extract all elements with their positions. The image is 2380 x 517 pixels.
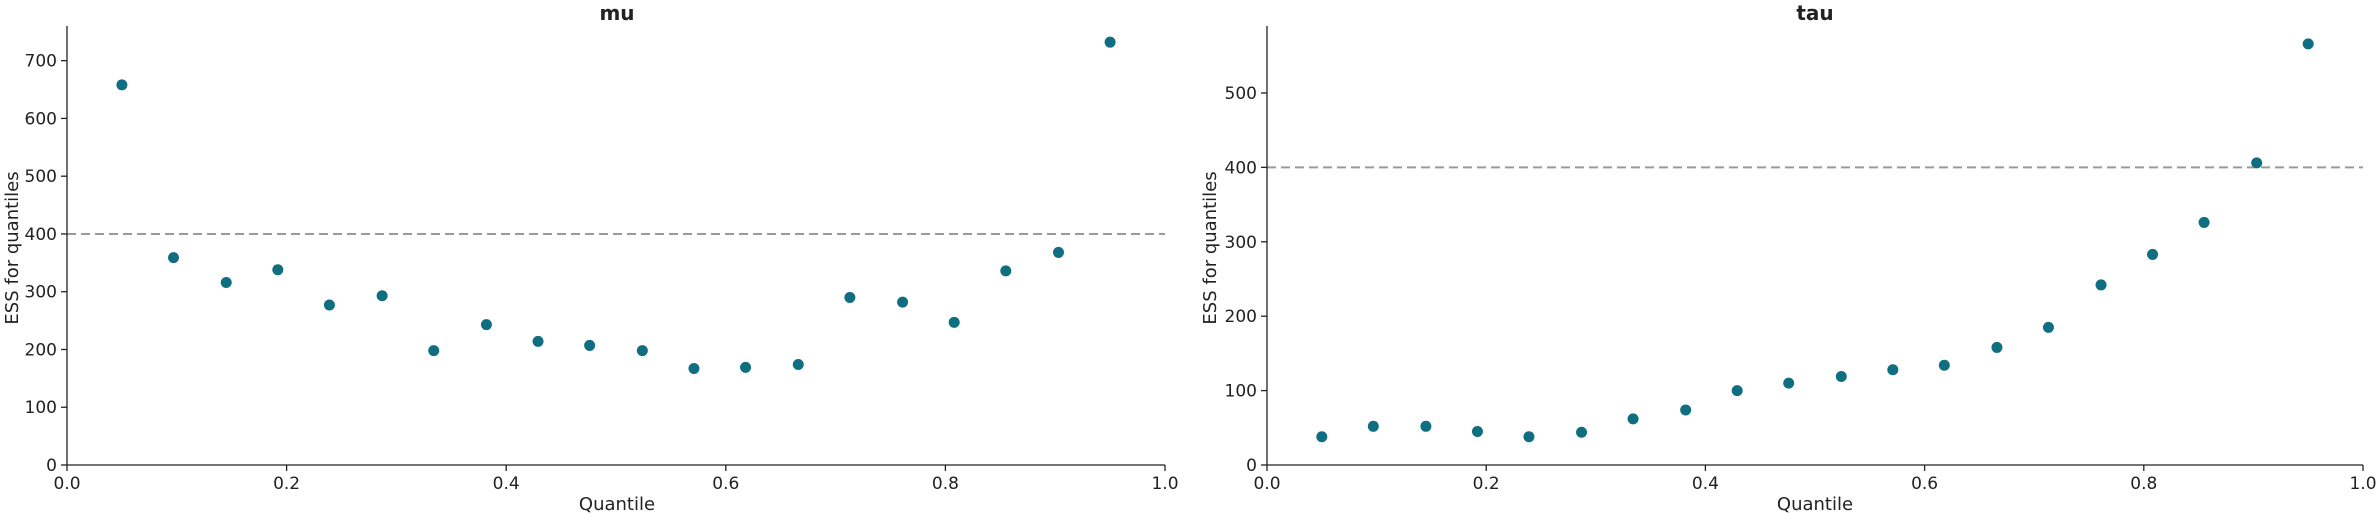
data-point bbox=[584, 339, 596, 351]
data-point bbox=[1052, 246, 1064, 258]
data-point bbox=[1680, 404, 1692, 416]
x-tick-label: 0.6 bbox=[1911, 474, 1938, 494]
data-point bbox=[2251, 157, 2263, 169]
data-point bbox=[1000, 265, 1012, 277]
y-tick-label: 400 bbox=[1225, 158, 1257, 178]
y-tick-label: 300 bbox=[25, 283, 57, 303]
chart-title: mu bbox=[599, 1, 634, 25]
data-point bbox=[897, 296, 909, 308]
x-axis-label: Quantile bbox=[1777, 494, 1853, 515]
y-tick-label: 600 bbox=[25, 109, 57, 129]
data-point bbox=[948, 316, 960, 328]
data-point bbox=[740, 361, 752, 373]
data-point bbox=[168, 252, 180, 264]
data-point bbox=[636, 345, 648, 357]
data-point bbox=[376, 290, 388, 302]
x-tick-label: 0.8 bbox=[932, 474, 959, 494]
data-point bbox=[1887, 364, 1899, 376]
y-tick-label: 300 bbox=[1225, 233, 1257, 253]
data-point bbox=[1731, 385, 1743, 397]
data-point bbox=[2302, 38, 2314, 50]
data-point bbox=[2095, 279, 2107, 291]
x-tick-label: 1.0 bbox=[2349, 474, 2376, 494]
x-tick-label: 0.0 bbox=[1253, 474, 1280, 494]
y-tick-label: 200 bbox=[1225, 307, 1257, 327]
data-point bbox=[792, 358, 804, 370]
data-point bbox=[1627, 413, 1639, 425]
x-tick-label: 0.4 bbox=[1692, 474, 1719, 494]
data-point bbox=[323, 299, 335, 311]
y-tick-label: 700 bbox=[25, 52, 57, 72]
y-tick-label: 400 bbox=[25, 225, 57, 245]
data-point bbox=[844, 291, 856, 303]
data-point bbox=[1367, 420, 1379, 432]
data-point bbox=[2042, 321, 2054, 333]
data-point bbox=[2198, 216, 2210, 228]
x-tick-label: 0.8 bbox=[2130, 474, 2157, 494]
y-tick-label: 100 bbox=[25, 398, 57, 418]
y-tick-label: 0 bbox=[1246, 456, 1257, 476]
data-point bbox=[1576, 426, 1588, 438]
y-tick-label: 100 bbox=[1225, 382, 1257, 402]
x-tick-label: 0.2 bbox=[1473, 474, 1500, 494]
x-tick-label: 0.2 bbox=[273, 474, 300, 494]
x-tick-label: 0.4 bbox=[493, 474, 520, 494]
data-point bbox=[272, 264, 284, 276]
data-point bbox=[1938, 359, 1950, 371]
data-point bbox=[1523, 431, 1535, 443]
data-point bbox=[1316, 431, 1328, 443]
data-point bbox=[1783, 377, 1795, 389]
x-tick-label: 0.6 bbox=[712, 474, 739, 494]
x-tick-label: 1.0 bbox=[1151, 474, 1178, 494]
data-point bbox=[1420, 420, 1432, 432]
x-axis-label: Quantile bbox=[579, 494, 655, 515]
data-point bbox=[220, 276, 232, 288]
data-point bbox=[1991, 341, 2003, 353]
data-point bbox=[480, 319, 492, 331]
y-axis-label: ESS for quantiles bbox=[1200, 171, 1221, 324]
y-tick-label: 500 bbox=[25, 167, 57, 187]
y-tick-label: 500 bbox=[1225, 84, 1257, 104]
data-point bbox=[2147, 248, 2159, 260]
mu-panel: mu Quantile ESS for quantiles 0.0 0.2 0.4 0… bbox=[2, 1, 1179, 515]
data-point bbox=[1835, 370, 1847, 382]
data-point bbox=[428, 345, 440, 357]
tau-panel: tau Quantile ESS for quantiles 0.0 0.2 0.4… bbox=[1200, 1, 2377, 515]
data-point bbox=[688, 363, 700, 375]
y-tick-label: 0 bbox=[46, 456, 57, 476]
data-point bbox=[1471, 426, 1483, 438]
chart-title: tau bbox=[1796, 1, 1833, 25]
y-axis-label: ESS for quantiles bbox=[2, 171, 23, 324]
data-point bbox=[532, 335, 544, 347]
x-tick-label: 0.0 bbox=[53, 474, 80, 494]
data-point bbox=[1104, 36, 1116, 48]
data-point bbox=[116, 79, 128, 91]
y-tick-label: 200 bbox=[25, 340, 57, 360]
